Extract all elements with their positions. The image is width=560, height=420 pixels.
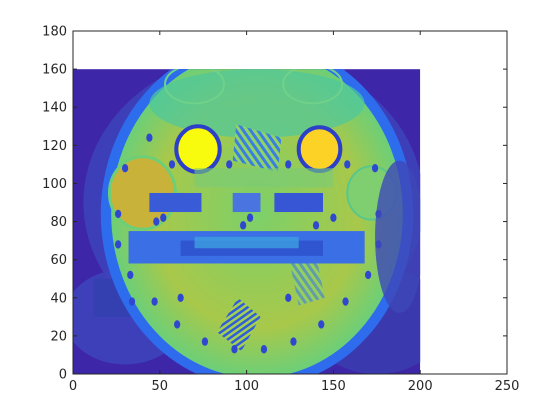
marker-dot <box>240 221 247 230</box>
x-tick-label: 50 <box>152 379 169 394</box>
marker-dot <box>115 240 122 249</box>
y-tick-label: 60 <box>50 253 67 268</box>
marker-dot <box>174 320 181 329</box>
marker-dot <box>177 293 184 302</box>
marker-dot <box>226 160 233 169</box>
y-tick-label: 0 <box>59 368 67 383</box>
top-right-faint-ring <box>282 69 344 105</box>
top-left-faint-ring <box>164 69 226 105</box>
marker-dot <box>371 164 379 173</box>
marker-dot <box>260 345 268 354</box>
marker-dot <box>146 133 153 142</box>
marker-dot <box>312 221 320 230</box>
gradient-lower-strip <box>194 236 299 249</box>
x-tick-label: 250 <box>495 379 520 394</box>
marker-dot <box>342 297 349 306</box>
marker-dot <box>330 213 337 222</box>
marker-dot <box>151 297 158 306</box>
marker-dot <box>128 297 136 306</box>
right-upper-bar <box>274 192 323 213</box>
marker-dot <box>246 213 254 222</box>
axes-frame <box>72 30 508 375</box>
left-bright-insert <box>174 124 222 175</box>
x-tick-label: 0 <box>69 379 77 394</box>
right-bright-insert <box>296 125 343 174</box>
marker-dot <box>121 164 129 173</box>
y-tick-label: 100 <box>42 177 67 192</box>
upper-resolution-pattern <box>232 124 282 173</box>
marker-dot <box>201 337 209 346</box>
y-tick-label: 120 <box>42 139 67 154</box>
x-tick-label: 150 <box>321 379 346 394</box>
x-tick-label: 100 <box>234 379 259 394</box>
x-tick-label: 200 <box>408 379 433 394</box>
marker-dot <box>364 270 372 280</box>
marker-dot <box>290 337 297 346</box>
right-edge-sector <box>375 160 421 313</box>
marker-dot <box>344 160 351 169</box>
y-tick-label: 40 <box>50 291 67 306</box>
marker-dot <box>168 160 176 169</box>
marker-dot <box>231 345 238 354</box>
center-upper-bar <box>232 192 261 213</box>
y-tick-label: 180 <box>42 25 67 40</box>
axis-ticks: 0 50 100 150 200 250 0 20 40 60 80 100 120 140 160 180 <box>42 25 519 395</box>
y-tick-label: 20 <box>50 329 67 344</box>
marker-dot <box>153 217 160 226</box>
upper-teal-band <box>194 168 334 188</box>
heatmap-image <box>73 69 421 374</box>
y-tick-label: 140 <box>42 101 67 116</box>
marker-dot <box>285 293 292 302</box>
y-tick-label: 160 <box>42 63 67 78</box>
marker-dot <box>318 320 325 329</box>
axes-box <box>72 30 508 375</box>
marker-dot <box>115 209 122 219</box>
lower-resolution-pattern <box>217 297 261 352</box>
marker-dot <box>127 270 134 280</box>
marker-dot <box>160 213 167 222</box>
right-resolution-pattern <box>290 255 325 306</box>
y-tick-label: 80 <box>50 215 67 230</box>
left-upper-bar <box>149 192 202 213</box>
marker-dot <box>285 160 292 169</box>
phantom-top-region <box>149 69 365 138</box>
